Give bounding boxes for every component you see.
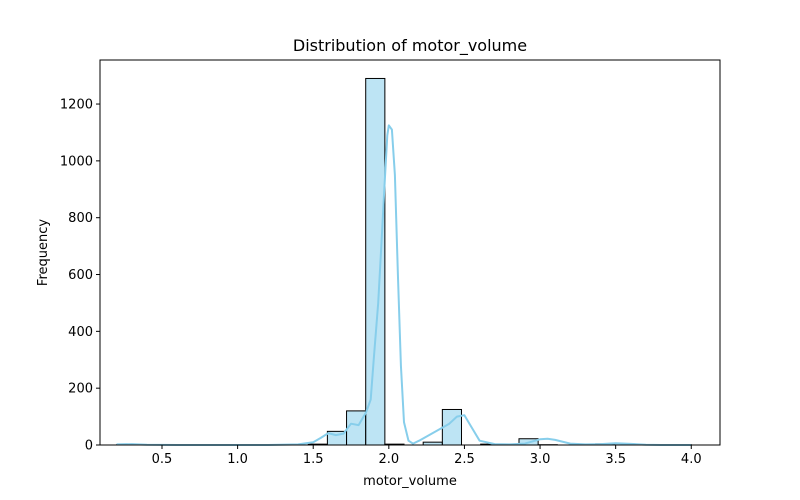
x-axis-ticks: 0.5 1.0 1.5 2.0 2.5 3.0 3.5 4.0: [152, 445, 702, 467]
kde-line: [116, 124, 692, 446]
x-tick-label: 1.5: [303, 452, 324, 467]
y-tick-label: 200: [68, 382, 93, 397]
y-tick-label: 800: [68, 211, 93, 226]
x-tick-label: 2.5: [454, 452, 475, 467]
x-tick-label: 3.0: [530, 452, 551, 467]
y-tick-label: 1000: [60, 154, 93, 169]
chart-title: Distribution of motor_volume: [293, 36, 527, 56]
y-axis-ticks: 0 200 400 600 800 1000 1200: [60, 98, 100, 454]
y-tick-label: 1200: [60, 98, 93, 113]
x-tick-label: 1.0: [227, 452, 248, 467]
x-tick-label: 2.0: [378, 452, 399, 467]
y-axis-label: Frequency: [36, 219, 51, 286]
x-axis-label: motor_volume: [363, 474, 457, 489]
plot-frame: [99, 59, 721, 446]
y-tick-label: 600: [68, 268, 93, 283]
x-tick-label: 4.0: [681, 452, 702, 467]
histogram-bar: [365, 77, 386, 446]
y-tick-label: 400: [68, 325, 93, 340]
kde-group: [116, 124, 692, 446]
histogram-bar: [441, 408, 463, 446]
bars-group: [116, 77, 692, 446]
x-tick-label: 0.5: [152, 452, 173, 467]
y-tick-label: 0: [85, 439, 93, 454]
x-tick-label: 3.5: [605, 452, 626, 467]
